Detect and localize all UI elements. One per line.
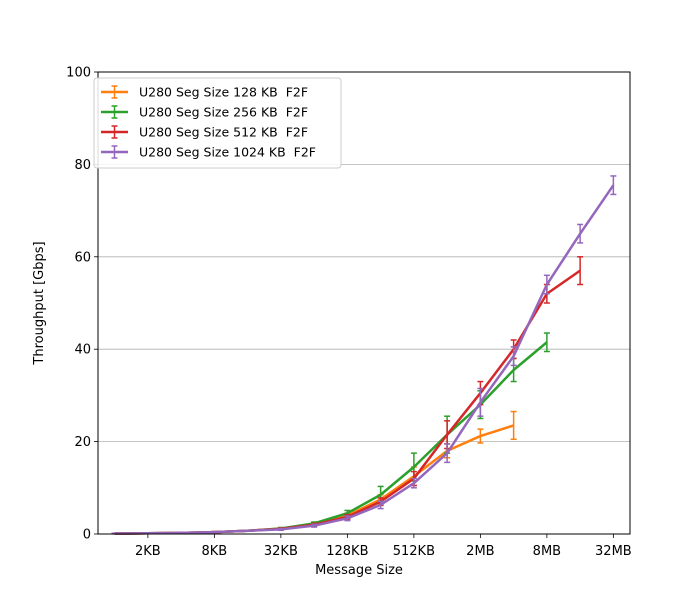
legend-label: U280 Seg Size 1024 KB F2F — [139, 145, 316, 160]
plot-frame — [97, 71, 631, 535]
x-tick-label: 8KB — [202, 544, 228, 559]
x-tick-label: 32KB — [264, 544, 298, 559]
y-axis-label: Throughput [Gbps] — [32, 241, 47, 365]
y-tick-label: 40 — [74, 343, 91, 358]
x-tick-label: 2KB — [135, 544, 161, 559]
series-line — [114, 184, 615, 535]
legend-label: U280 Seg Size 128 KB F2F — [139, 85, 308, 100]
x-axis-label: Message Size — [315, 563, 403, 578]
y-tick-label: 20 — [74, 435, 91, 450]
x-tick-label: 2MB — [466, 544, 494, 559]
x-tick-label: 128KB — [326, 544, 368, 559]
legend-label: U280 Seg Size 256 KB F2F — [139, 105, 308, 120]
x-tick-label: 32MB — [595, 544, 632, 559]
axis-layer: 0 20 40 60 80 100 2KB 8KB 32KB 128KB 512KB 2MB 8MB 32… — [66, 66, 632, 560]
y-tick-label: 0 — [83, 528, 91, 543]
legend: U280 Seg Size 128 KB F2F U280 Seg Size 25… — [93, 77, 342, 169]
y-tick-label: 100 — [66, 66, 91, 81]
x-tick-label: 512KB — [393, 544, 435, 559]
legend-item: U280 Seg Size 256 KB F2F — [101, 105, 308, 120]
legend-item: U280 Seg Size 1024 KB F2F — [101, 145, 316, 160]
y-tick-label: 60 — [74, 250, 91, 265]
x-tick-label: 8MB — [533, 544, 561, 559]
legend-item: U280 Seg Size 128 KB F2F — [101, 85, 308, 100]
legend-box — [93, 77, 342, 169]
legend-item: U280 Seg Size 512 KB F2F — [101, 125, 308, 140]
legend-label: U280 Seg Size 512 KB F2F — [139, 125, 308, 140]
y-tick-label: 80 — [74, 158, 91, 173]
